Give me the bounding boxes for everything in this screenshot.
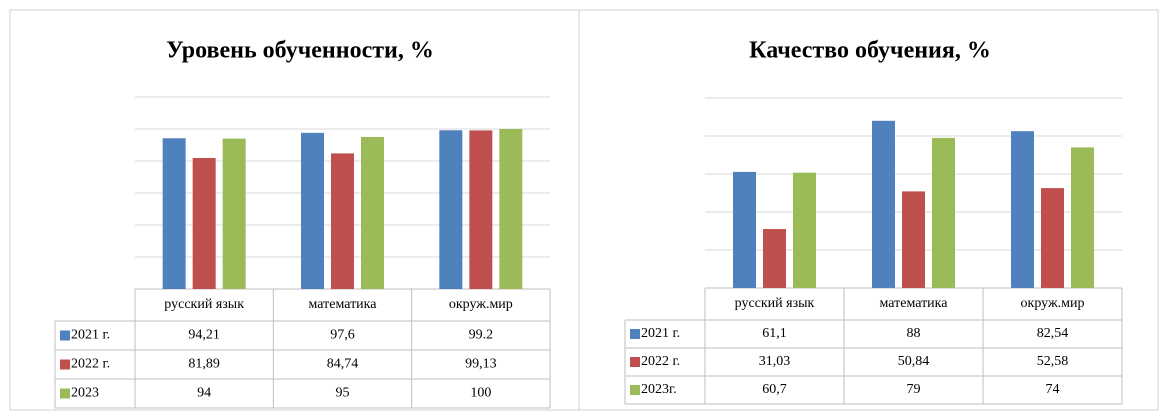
- category-label: окруж.мир: [449, 297, 513, 312]
- table-value: 97,6: [330, 328, 355, 343]
- bar: [222, 138, 246, 289]
- bar: [1041, 188, 1064, 288]
- bar: [331, 153, 354, 289]
- table-value: 50,84: [898, 354, 930, 369]
- bar: [439, 130, 463, 289]
- legend-swatch: [60, 388, 70, 399]
- legend-label: 2022 г.: [71, 357, 110, 372]
- bar: [301, 132, 324, 289]
- legend-label: 2022 г.: [641, 354, 680, 369]
- table-value: 94,21: [188, 328, 220, 343]
- table-value: 81,89: [188, 357, 220, 372]
- legend-swatch: [630, 329, 640, 339]
- chart-title: Качество обучения, %: [749, 38, 991, 64]
- legend-label: 2021 г.: [641, 326, 680, 341]
- bar: [733, 171, 756, 288]
- table-value: 82,54: [1037, 326, 1069, 341]
- bar: [1011, 131, 1034, 288]
- table-value: 95: [336, 386, 350, 401]
- table-value: 88: [907, 326, 921, 341]
- bar: [932, 137, 955, 288]
- frame: [9, 9, 1159, 411]
- bar: [763, 229, 786, 288]
- category-label: русский язык: [164, 297, 244, 312]
- legend-swatch: [60, 330, 70, 341]
- bar: [469, 130, 493, 289]
- table-value: 61,1: [762, 326, 787, 341]
- bar: [192, 157, 216, 289]
- category-label: математика: [880, 296, 949, 311]
- category-label: русский язык: [735, 296, 815, 311]
- table-value: 84,74: [327, 357, 359, 372]
- bar: [162, 138, 186, 289]
- category-label: окруж.мир: [1021, 296, 1085, 311]
- legend-label: 2023: [71, 386, 99, 401]
- bar: [872, 120, 895, 288]
- bar: [499, 129, 523, 289]
- table-value: 94: [197, 386, 211, 401]
- chart-title: Уровень обученности, %: [166, 38, 434, 64]
- table-value: 79: [907, 382, 921, 397]
- bar: [1071, 147, 1094, 288]
- bar: [361, 137, 384, 289]
- table-value: 74: [1046, 382, 1060, 397]
- bar: [793, 172, 816, 288]
- table-value: 52,58: [1037, 354, 1069, 369]
- category-label: математика: [309, 297, 378, 312]
- table-value: 31,03: [759, 354, 791, 369]
- table-value: 60,7: [762, 382, 787, 397]
- legend-label: 2021 г.: [71, 328, 110, 343]
- legend-swatch: [60, 359, 70, 370]
- bar: [902, 191, 925, 288]
- legend-label: 2023г.: [641, 382, 677, 397]
- legend-swatch: [630, 385, 640, 395]
- legend-swatch: [630, 357, 640, 367]
- table-value: 99,13: [465, 357, 497, 372]
- table-value: 99.2: [469, 328, 494, 343]
- table-value: 100: [470, 386, 491, 401]
